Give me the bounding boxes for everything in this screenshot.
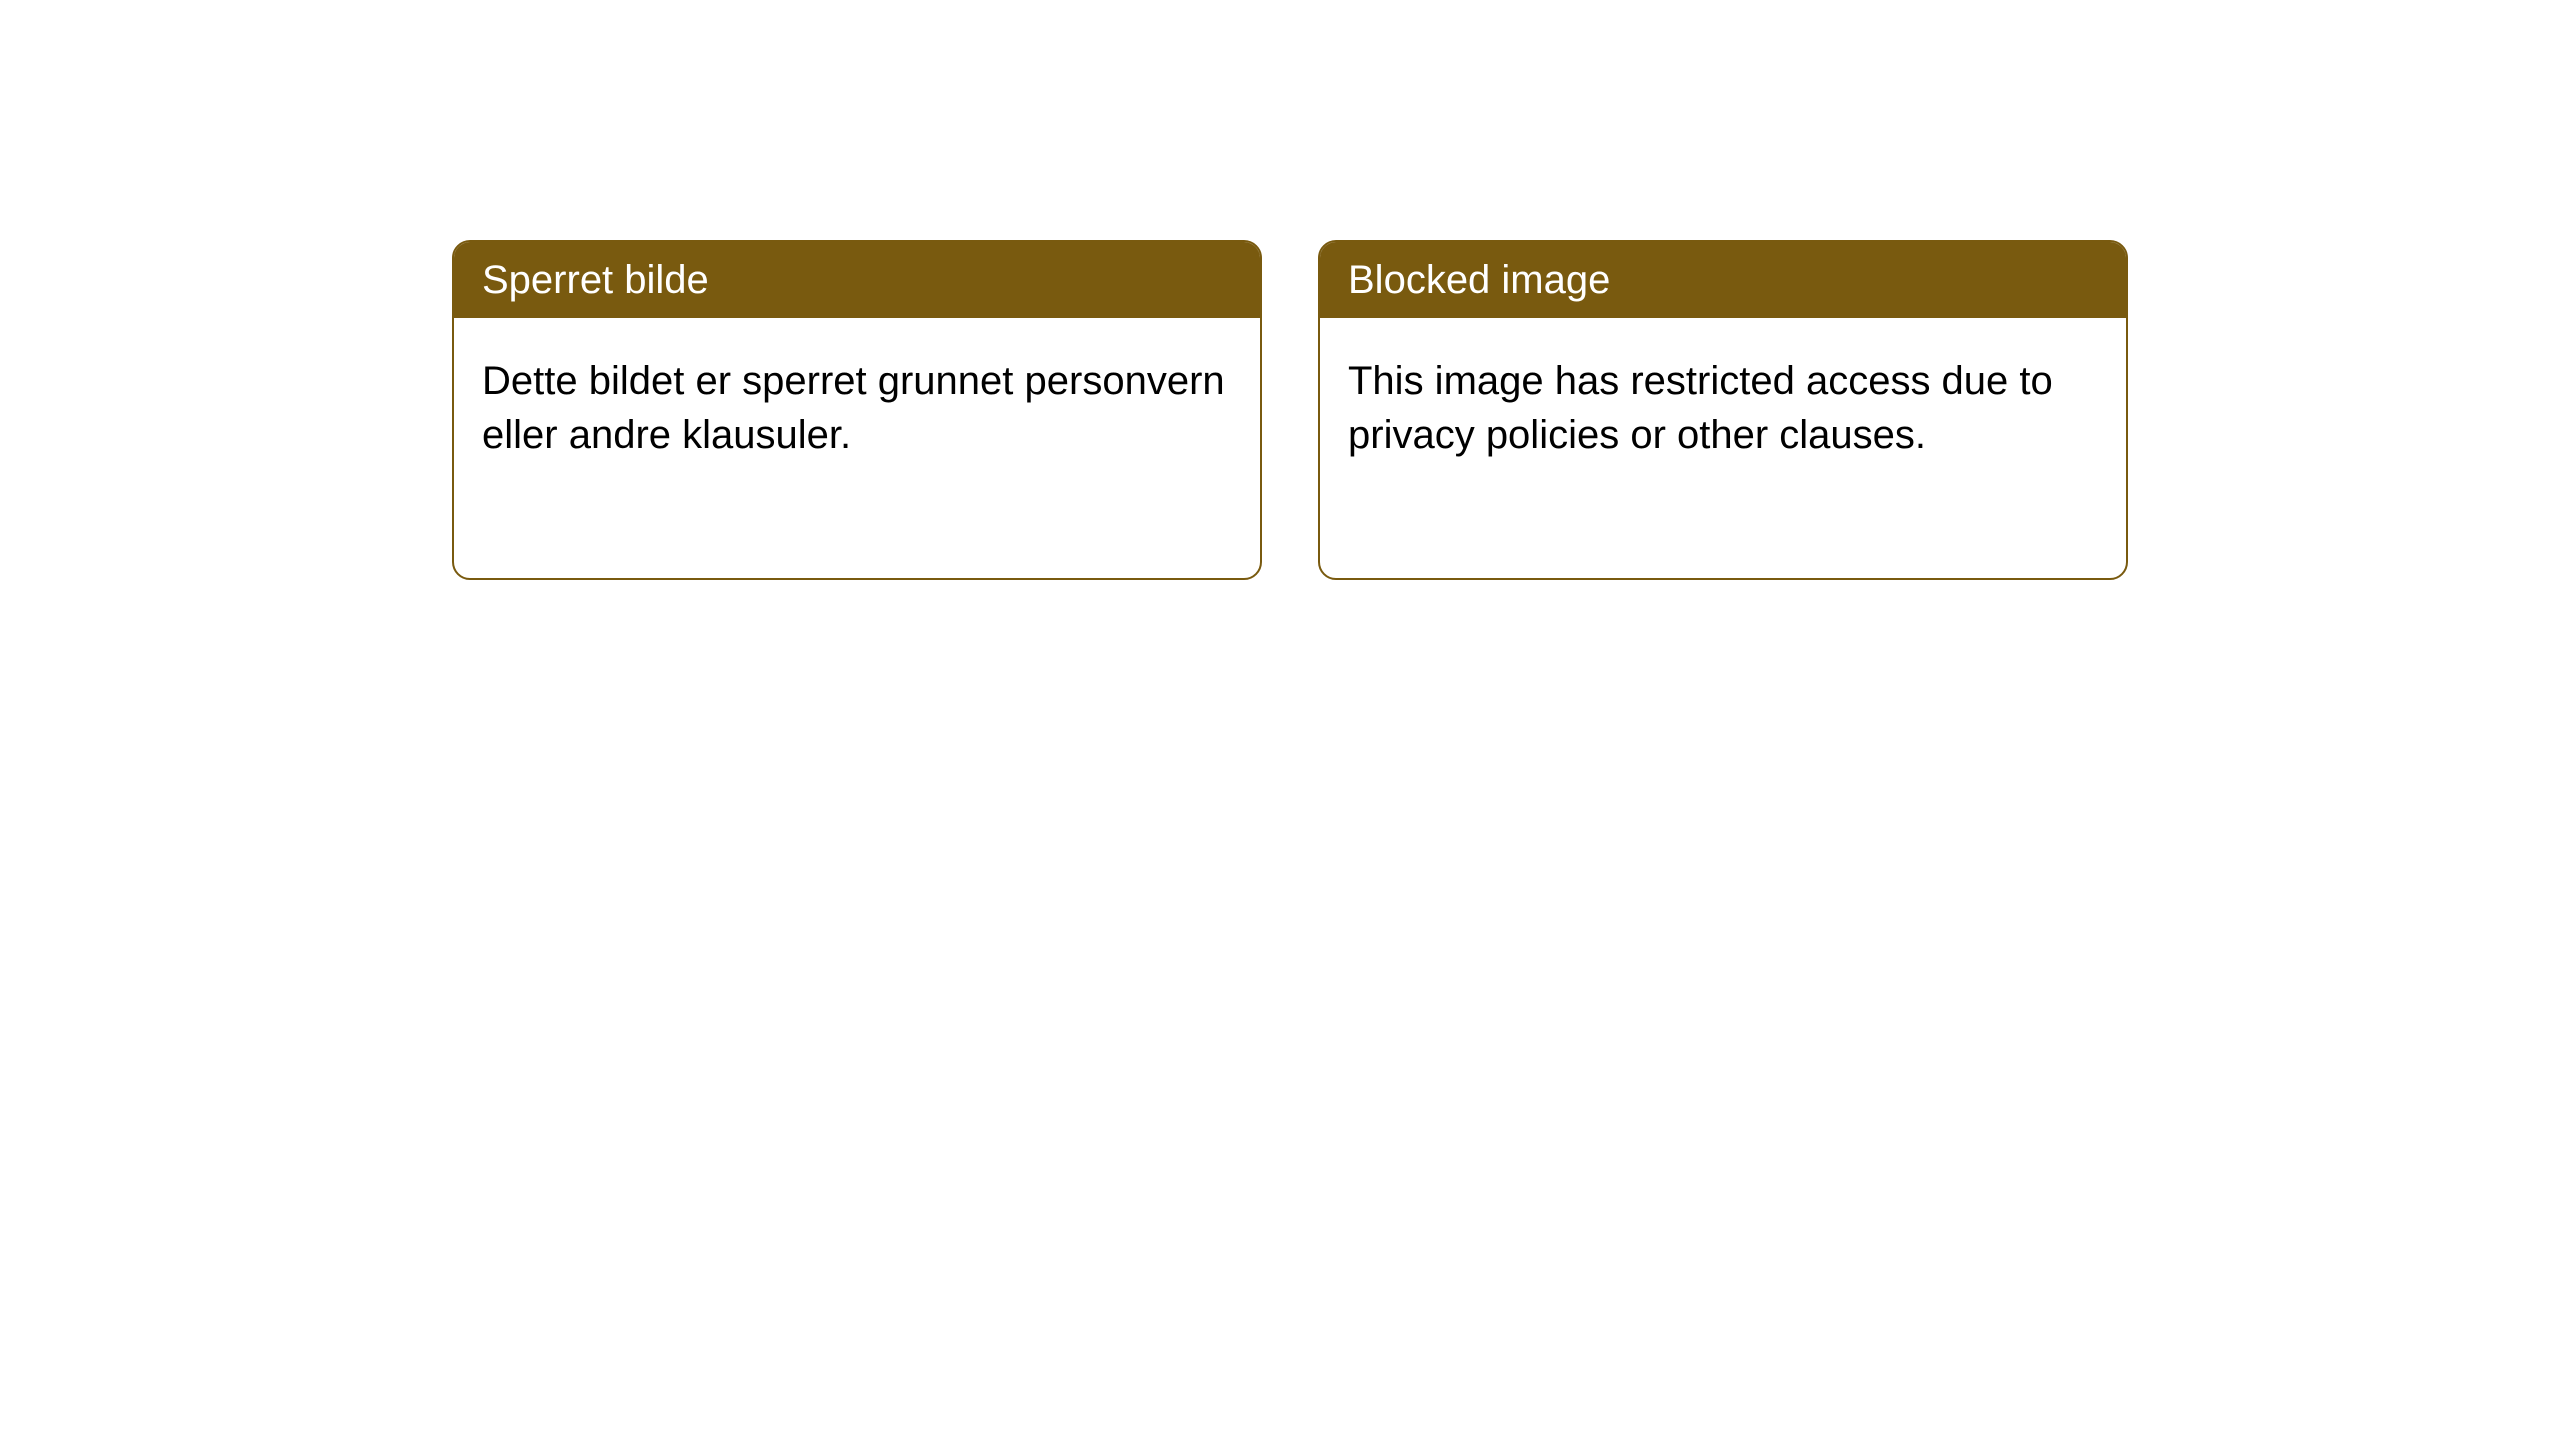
notice-card-english: Blocked image This image has restricted …: [1318, 240, 2128, 580]
notice-header: Blocked image: [1320, 242, 2126, 318]
notice-body: Dette bildet er sperret grunnet personve…: [454, 318, 1260, 578]
notice-card-norwegian: Sperret bilde Dette bildet er sperret gr…: [452, 240, 1262, 580]
notice-header: Sperret bilde: [454, 242, 1260, 318]
notice-container: Sperret bilde Dette bildet er sperret gr…: [0, 0, 2560, 580]
notice-body: This image has restricted access due to …: [1320, 318, 2126, 578]
